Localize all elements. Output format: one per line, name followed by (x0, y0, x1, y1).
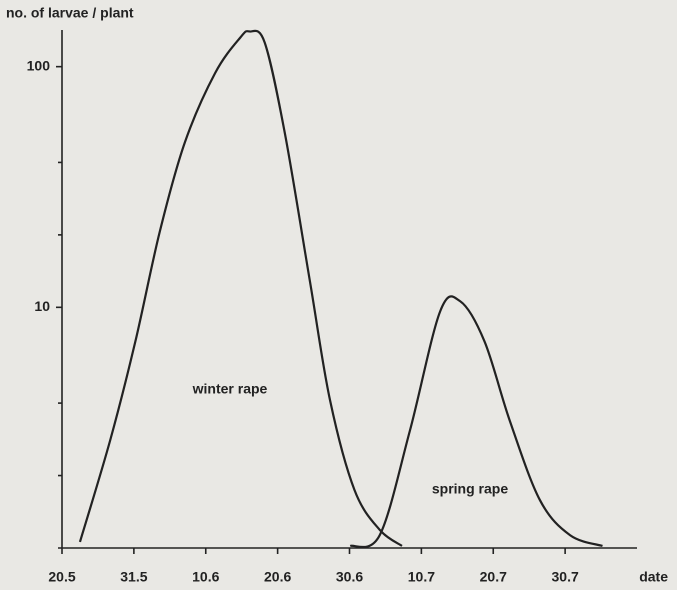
x-tick-label: 20.7 (480, 569, 507, 585)
x-tick-label: 10.6 (192, 569, 219, 585)
x-tick-label: 20.5 (48, 569, 75, 585)
series-label: winter rape (192, 381, 268, 397)
x-tick-label: 20.6 (264, 569, 291, 585)
y-tick-label: 100 (27, 57, 51, 73)
y-axis-label: no. of larvae / plant (6, 5, 134, 21)
x-tick-label: 30.7 (552, 569, 579, 585)
x-axis-label: date (639, 569, 668, 585)
series-label: spring rape (432, 481, 508, 497)
series-line (78, 29, 403, 547)
x-tick-label: 31.5 (120, 569, 147, 585)
series-line (349, 295, 603, 549)
x-tick-label: 10.7 (408, 569, 435, 585)
x-tick-label: 30.6 (336, 569, 363, 585)
y-tick-label: 10 (34, 298, 50, 314)
